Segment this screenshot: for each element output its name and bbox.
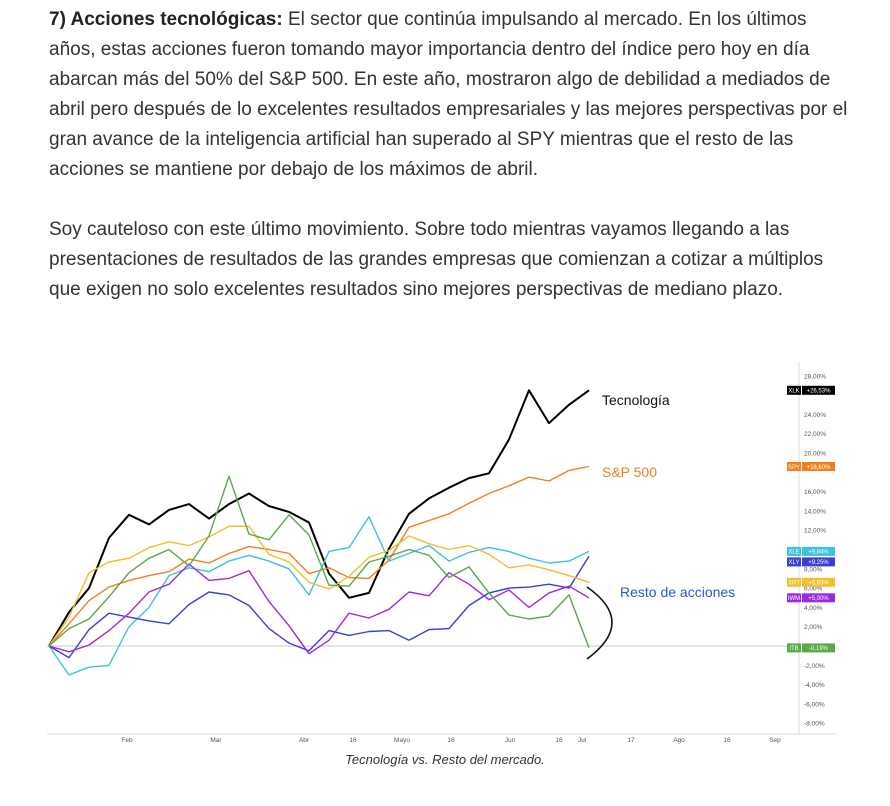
series-line-itb <box>48 475 590 649</box>
y-tick-label: 12,00% <box>804 528 826 535</box>
y-tick-label: 6,00% <box>804 586 823 593</box>
x-tick-label: Feb <box>121 737 133 744</box>
price-tag-xlk: XLK +26,53% <box>787 385 835 395</box>
chart-caption: Tecnología vs. Resto del mercado. <box>345 752 545 767</box>
price-tag-value: +9,84% <box>808 550 829 556</box>
price-tag-name-bg <box>787 462 801 471</box>
price-tag-value-bg <box>802 546 835 556</box>
price-tag-value: -0,19% <box>809 646 829 652</box>
annotation-sp500: S&P 500 <box>602 464 657 480</box>
x-tick-label: 16 <box>555 737 563 744</box>
price-tag-name: XLK <box>788 389 799 395</box>
price-tag-xly: XLY +9,25% <box>787 557 835 567</box>
y-tick-label: -6,00% <box>804 701 825 708</box>
paragraph-body: El sector que continúa impulsando al mer… <box>49 9 848 180</box>
price-tag-name: SPY <box>788 465 800 471</box>
price-tag-name: XLE <box>788 550 799 556</box>
price-tag-value-bg <box>802 577 835 587</box>
resto-bracket <box>586 586 613 660</box>
price-tag-value-bg <box>802 593 835 603</box>
series-line-xrt <box>48 525 590 647</box>
price-tag-value: +26,53% <box>807 389 832 395</box>
annotation-tecnologia: Tecnología <box>602 392 670 408</box>
price-tag-name: ITB <box>789 646 798 652</box>
series-line-xly <box>48 555 590 659</box>
y-tick-label: 24,00% <box>804 412 826 419</box>
price-tag-xle: XLE +9,84% <box>787 546 835 556</box>
price-tag-iwm: IWM +5,00% <box>787 593 835 603</box>
y-tick-label: -8,00% <box>804 721 825 728</box>
price-tag-name-bg <box>787 557 801 567</box>
paragraph-heading: 7) Acciones tecnológicas: <box>49 9 283 30</box>
price-tag-name: XRT <box>788 581 800 587</box>
x-tick-label: Abr <box>299 737 310 744</box>
price-tag-name-bg <box>787 546 801 556</box>
x-tick-label: Mayo <box>394 737 410 744</box>
price-tag-name-bg <box>787 643 801 653</box>
price-tag-value: +5,00% <box>808 596 829 602</box>
price-tag-itb: ITB -0,19% <box>787 643 835 653</box>
paragraph-tech-stocks: 7) Acciones tecnológicas: El sector que … <box>49 5 849 185</box>
x-tick-label: 16 <box>447 737 455 744</box>
price-tag-value-bg <box>802 462 835 471</box>
y-tick-label: 14,00% <box>804 508 826 515</box>
x-tick-label: Jul <box>578 737 587 744</box>
price-tag-name: XLY <box>789 560 800 566</box>
price-tag-value-bg <box>802 643 835 653</box>
paragraph-caution: Soy cauteloso con este último movimiento… <box>49 219 824 300</box>
y-tick-label: 20,00% <box>804 451 826 458</box>
series-line-iwm <box>48 563 590 655</box>
y-tick-label: 28,00% <box>804 373 826 380</box>
series-line-xlk <box>48 389 590 647</box>
price-tag-xrt: XRT +6,63% <box>787 577 835 587</box>
price-tag-name-bg <box>787 577 801 587</box>
annotation-resto-acciones: Resto de acciones <box>620 584 735 600</box>
price-tag-name: IWM <box>788 596 800 602</box>
y-tick-label: 22,00% <box>804 431 826 438</box>
price-tag-value-bg <box>802 385 835 395</box>
price-tag-value: +18,60% <box>807 465 832 471</box>
x-tick-label: Mar <box>210 737 222 744</box>
price-tag-value: +9,25% <box>808 560 829 566</box>
price-tag-value: +6,63% <box>808 581 829 587</box>
x-tick-label: Jun <box>505 737 516 744</box>
y-tick-label: 2,00% <box>804 624 823 631</box>
price-tag-value-bg <box>802 557 835 567</box>
x-tick-label: 17 <box>627 737 635 744</box>
y-tick-label: 8,00% <box>804 566 823 573</box>
price-tag-spy: SPY +18,60% <box>787 462 835 471</box>
x-tick-label: Sep <box>769 737 781 744</box>
x-tick-label: 16 <box>723 737 731 744</box>
price-tag-name-bg <box>787 593 801 603</box>
x-tick-label: 16 <box>349 737 357 744</box>
price-tag-name-bg <box>787 385 801 395</box>
y-tick-label: -4,00% <box>804 682 825 689</box>
series-line-xle <box>48 515 590 676</box>
y-tick-label: 16,00% <box>804 489 826 496</box>
x-tick-label: Ago <box>673 737 685 744</box>
y-tick-label: -2,00% <box>804 663 825 670</box>
y-tick-label: 4,00% <box>804 605 823 612</box>
tech-vs-market-chart: 28,00% 24,00% 22,00% 20,00% 16,00% 14,00% 12,0… <box>47 362 837 748</box>
series-line-spy <box>48 465 590 647</box>
